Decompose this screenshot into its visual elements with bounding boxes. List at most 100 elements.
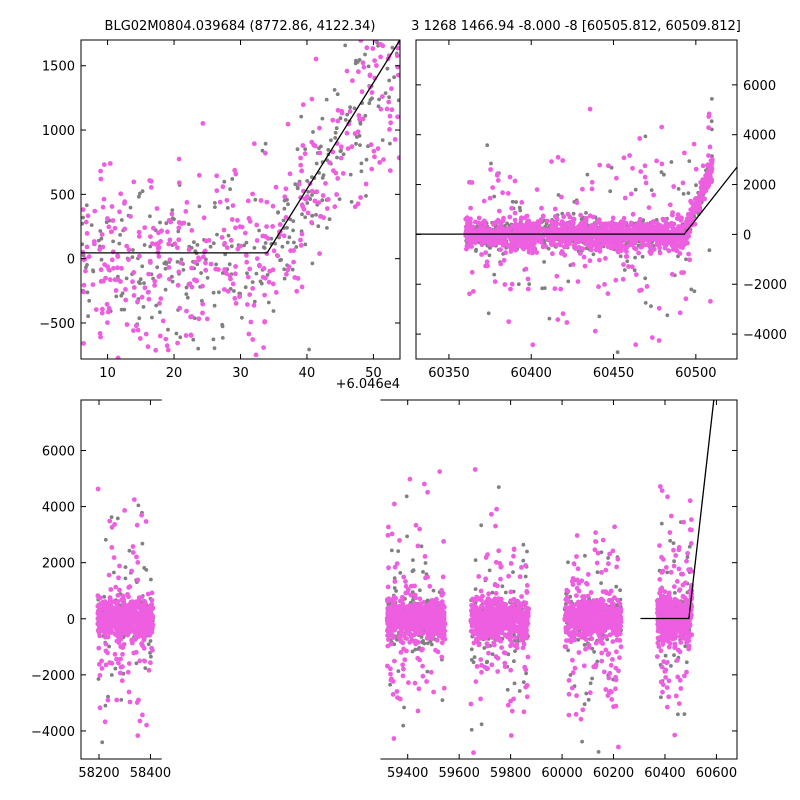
data-point [126, 257, 131, 262]
x-tick-label: 60400 [511, 366, 552, 381]
data-point [687, 544, 692, 549]
data-point [586, 697, 591, 702]
data-point [108, 229, 114, 235]
data-point [496, 485, 501, 489]
data-point [596, 217, 602, 223]
data-point [332, 88, 337, 92]
data-point [693, 166, 699, 172]
data-point [175, 260, 180, 264]
data-point [681, 192, 686, 196]
data-point [220, 184, 226, 190]
data-point [621, 215, 627, 221]
data-point [355, 201, 361, 207]
data-point [676, 712, 680, 717]
data-point [585, 172, 590, 177]
data-point [117, 241, 122, 246]
data-point [392, 6, 397, 11]
data-point [303, 215, 308, 220]
data-point [350, 78, 355, 84]
data-point [96, 677, 101, 681]
data-point [189, 265, 195, 271]
data-point [666, 678, 672, 684]
data-point [643, 180, 649, 186]
data-point [565, 211, 571, 217]
data-point [572, 228, 578, 234]
data-point [291, 228, 295, 233]
data-point [333, 130, 338, 135]
data-point [692, 202, 698, 208]
data-point [81, 289, 87, 295]
axes-frame [415, 39, 738, 360]
data-point [602, 282, 607, 287]
data-point [285, 240, 290, 245]
data-point [486, 650, 491, 656]
data-point [590, 676, 594, 681]
data-point [401, 574, 407, 580]
data-point [233, 271, 238, 277]
data-point [700, 163, 706, 169]
data-point [136, 503, 141, 508]
data-point [111, 265, 116, 271]
data-point [291, 248, 296, 253]
data-point [526, 246, 531, 252]
data-point [638, 244, 644, 250]
data-point [242, 230, 248, 236]
data-point [674, 216, 680, 222]
data-point [338, 116, 343, 121]
data-point [154, 303, 159, 308]
data-point [105, 697, 111, 703]
data-point [370, 46, 376, 51]
data-point [168, 219, 174, 225]
data-point [250, 280, 255, 284]
data-point [525, 286, 531, 292]
data-point [286, 264, 292, 270]
data-point [644, 284, 650, 289]
data-point [392, 642, 397, 647]
data-point [233, 264, 239, 269]
data-point [387, 126, 392, 132]
data-point [140, 189, 145, 194]
data-point [507, 174, 513, 180]
data-point [552, 286, 558, 291]
data-point [468, 205, 473, 211]
data-point [175, 282, 181, 288]
data-point [176, 269, 182, 275]
data-point [516, 282, 521, 287]
data-point [549, 159, 554, 165]
data-point [203, 267, 209, 273]
data-point [155, 265, 160, 270]
data-point [106, 306, 112, 311]
data-point [320, 193, 326, 198]
data-point [490, 185, 496, 191]
data-point [227, 379, 232, 384]
data-point [142, 243, 147, 247]
data-point [422, 481, 427, 487]
data-point [395, 45, 400, 51]
data-point [521, 558, 526, 563]
data-point [270, 224, 275, 229]
data-point [99, 666, 105, 671]
data-point [599, 581, 603, 585]
data-point [169, 211, 175, 217]
data-point [672, 643, 678, 649]
data-point [197, 204, 202, 209]
data-point [109, 515, 114, 519]
data-point [425, 669, 430, 674]
data-point [103, 275, 108, 281]
data-point [126, 247, 132, 253]
data-point [310, 261, 315, 266]
data-point [582, 702, 587, 707]
data-point [156, 240, 161, 246]
data-point [317, 251, 322, 256]
data-point [649, 335, 655, 340]
data-point [608, 189, 613, 194]
data-point [394, 27, 398, 31]
data-point [261, 345, 266, 350]
x-offset-label: +6.046e4 [336, 377, 400, 392]
data-point [613, 277, 619, 283]
y-tick-label: 1500 [42, 60, 75, 75]
data-point [170, 216, 175, 221]
data-point [705, 169, 711, 175]
data-point [298, 237, 303, 243]
